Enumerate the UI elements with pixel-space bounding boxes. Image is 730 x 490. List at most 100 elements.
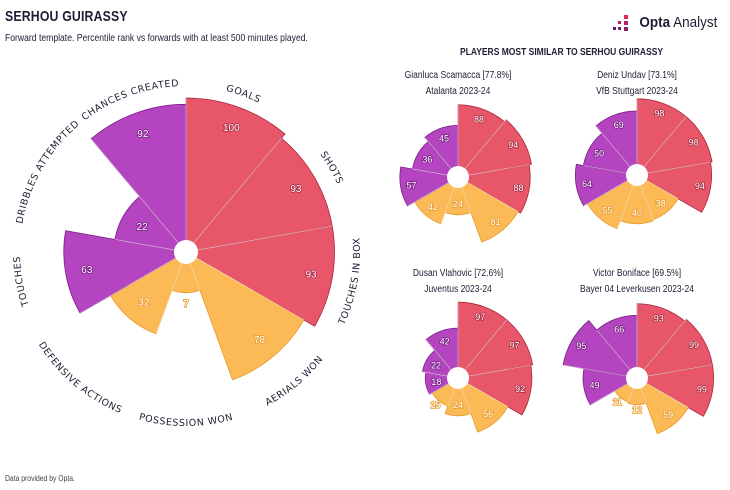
slice-aerials-won <box>457 176 519 243</box>
similar-player-team: VfB Stuttgart 2023-24 <box>596 86 678 97</box>
value-label: 99 <box>689 340 699 350</box>
pizza-chart: 93 99 99 59 12 11 49 95 66 <box>562 303 715 435</box>
value-label: 50 <box>594 148 604 158</box>
slice-divider <box>636 319 687 379</box>
value-label: 99 <box>697 385 707 395</box>
value-label: 22 <box>137 222 149 233</box>
logo-text: Opta Analyst <box>639 14 718 31</box>
value-label: 69 <box>614 120 624 130</box>
category-label: DRIBBLES ATTEMPTED <box>14 118 81 224</box>
slice-aerials-won <box>185 251 305 381</box>
center-hole <box>447 367 469 389</box>
value-label: 12 <box>632 405 642 415</box>
value-label: 57 <box>406 180 416 190</box>
slice-divider <box>185 138 282 253</box>
opta-dots-icon <box>613 14 629 31</box>
opta-analyst-logo: Opta Analyst <box>613 14 722 31</box>
value-label: 7 <box>183 299 189 310</box>
slice-divider <box>457 164 530 178</box>
slice-divider <box>457 176 519 212</box>
value-label: 11 <box>612 397 621 407</box>
value-label: 55 <box>602 206 612 216</box>
similar-player-team: Juventus 2023-24 <box>424 284 492 295</box>
value-label: 97 <box>475 312 485 322</box>
similar-player-name: Dusan Vlahovic [72.6%] <box>412 268 504 279</box>
slice-divider <box>185 251 304 321</box>
center-hole <box>447 166 469 188</box>
value-label: 63 <box>81 265 93 276</box>
center-hole <box>174 240 198 264</box>
slice-divider <box>457 364 531 379</box>
center-hole <box>626 367 648 389</box>
value-label: 93 <box>305 270 317 281</box>
value-label: 40 <box>632 208 642 218</box>
category-label: SHOTS <box>318 149 345 186</box>
value-label: 78 <box>254 335 266 346</box>
value-label: 98 <box>689 137 699 147</box>
slice-divider <box>79 251 187 314</box>
slice-divider <box>636 161 711 176</box>
value-label: 66 <box>614 324 624 334</box>
value-label: 100 <box>223 123 240 134</box>
value-label: 92 <box>515 384 525 394</box>
slice-touches <box>63 230 188 314</box>
value-label: 81 <box>491 217 501 227</box>
category-label: AERIALS WON <box>264 354 326 409</box>
pizza-chart: 100 93 93 78 7 32 63 22 92 GOALS SHOTS TOUCHES IN B… <box>12 78 363 429</box>
value-label: 22 <box>431 360 441 370</box>
value-label: 42 <box>440 336 450 346</box>
value-label: 24 <box>453 400 463 410</box>
slice-divider <box>636 116 687 176</box>
slice-divider <box>90 138 187 253</box>
similar-player-name: Victor Boniface [69.5%] <box>592 268 682 279</box>
similar-player-name: Gianluca Scamacca [77.8%] <box>404 70 512 81</box>
slice-divider <box>155 251 187 334</box>
value-label: 32 <box>138 298 150 309</box>
slice-chances-created <box>90 103 187 254</box>
slice-divider <box>114 239 187 253</box>
value-label: 38 <box>656 198 666 208</box>
center-hole <box>626 164 648 186</box>
slice-shots <box>456 319 534 379</box>
value-label: 64 <box>582 179 592 189</box>
value-label: 94 <box>695 181 705 191</box>
category-label: TOUCHES <box>12 256 32 309</box>
page-title: SERHOU GUIRASSY <box>5 8 128 25</box>
value-label: 98 <box>654 109 664 119</box>
value-label: 42 <box>428 202 438 212</box>
value-label: 45 <box>439 134 449 144</box>
slice-touches-in-box <box>456 364 533 416</box>
slice-shots <box>184 137 333 253</box>
value-label: 36 <box>422 154 432 164</box>
data-source-note: Data provided by Opta. <box>5 474 75 483</box>
slice-divider <box>185 225 333 253</box>
slice-divider <box>457 119 507 178</box>
pizza-chart: 88 94 88 81 24 42 57 36 45 <box>399 104 532 243</box>
value-label: 59 <box>663 410 673 420</box>
slice-aerials-won <box>457 377 509 433</box>
slice-divider <box>636 364 713 379</box>
value-label: 92 <box>137 129 149 140</box>
value-label: 97 <box>509 341 519 351</box>
slice-divider <box>563 364 638 379</box>
pizza-chart: 97 97 92 56 24 15 18 22 42 <box>421 301 534 433</box>
slice-divider <box>457 319 508 379</box>
pizza-chart: 98 98 94 38 40 55 64 50 69 <box>575 98 713 230</box>
value-label: 93 <box>290 184 302 195</box>
category-label: GOALS <box>225 83 263 106</box>
similar-player-name: Deniz Undav [73.1%] <box>597 70 677 81</box>
slice-possession-won <box>627 376 647 406</box>
value-label: 18 <box>431 377 441 387</box>
similar-players-title: PLAYERS MOST SIMILAR TO SERHOU GUIRASSY <box>460 47 664 58</box>
value-label: 94 <box>508 140 518 150</box>
page-subtitle: Forward template. Percentile rank vs for… <box>5 32 308 44</box>
value-label: 95 <box>576 341 586 351</box>
category-label: TOUCHES IN BOX <box>336 237 363 327</box>
value-label: 24 <box>453 199 463 209</box>
value-label: 49 <box>590 381 600 391</box>
slice-goals <box>185 97 286 254</box>
value-label: 88 <box>514 183 524 193</box>
similar-player-team: Bayer 04 Leverkusen 2023-24 <box>580 284 694 295</box>
value-label: 88 <box>474 114 484 124</box>
